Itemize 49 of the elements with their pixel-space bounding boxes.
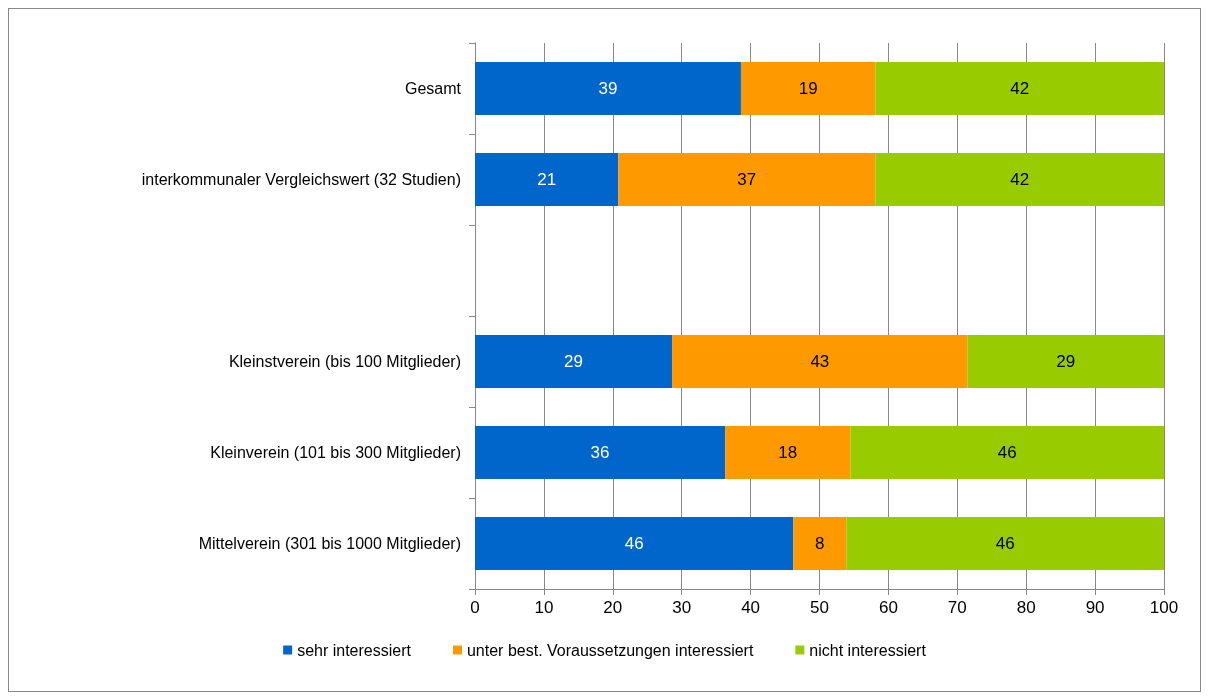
bar [475, 62, 741, 115]
data-label: 37 [737, 170, 757, 189]
x-tick-label: 50 [810, 598, 829, 617]
y-tick-label: Kleinverein (101 bis 300 Mitglieder) [210, 444, 461, 461]
bar [740, 62, 876, 115]
x-tick-label: 90 [1085, 598, 1105, 617]
bar [850, 426, 1164, 479]
bar [475, 517, 794, 570]
bar [725, 426, 851, 479]
data-label: 19 [798, 79, 818, 98]
y-tick-label: Gesamt [404, 80, 462, 97]
y-tick-label: Mittelverein (301 bis 1000 Mitglieder) [198, 535, 461, 552]
bar [618, 153, 876, 206]
x-tick-label: 0 [470, 598, 480, 617]
bar [475, 335, 673, 388]
bar [967, 335, 1164, 388]
x-tick-label: 40 [741, 598, 761, 617]
legend-label: sehr interessiert [297, 641, 412, 659]
bar [875, 153, 1164, 206]
data-label: 8 [815, 534, 825, 553]
data-label: 43 [810, 352, 830, 371]
bar [793, 517, 847, 570]
legend-label: nicht interessiert [809, 641, 927, 659]
data-label: 29 [564, 352, 583, 371]
data-label: 46 [995, 534, 1015, 553]
bar [846, 517, 1164, 570]
bar [875, 62, 1164, 115]
data-label: 29 [1056, 352, 1076, 371]
data-label: 42 [1010, 170, 1030, 189]
x-tick-label: 20 [603, 598, 623, 617]
y-tick-label: Kleinstverein (bis 100 Mitglieder) [228, 353, 461, 370]
x-tick-label: 70 [947, 598, 967, 617]
bar [672, 335, 968, 388]
data-label: 18 [778, 443, 798, 462]
x-tick-label: 30 [672, 598, 692, 617]
x-tick-label: 80 [1016, 598, 1036, 617]
bar [475, 426, 726, 479]
x-tick-label: 100 [1149, 598, 1179, 617]
data-label: 42 [1010, 79, 1030, 98]
x-tick-label: 10 [534, 598, 554, 617]
data-label: 46 [624, 534, 644, 553]
legend-label: unter best. Voraussetzungen interessiert [466, 641, 754, 659]
x-tick-label: 60 [878, 598, 898, 617]
bar [475, 153, 619, 206]
y-tick-label: interkommunaler Vergleichswert (32 Studien) [141, 171, 461, 188]
data-label: 36 [590, 443, 610, 462]
data-label: 21 [537, 170, 557, 189]
data-label: 46 [997, 443, 1017, 462]
data-label: 39 [598, 79, 618, 98]
